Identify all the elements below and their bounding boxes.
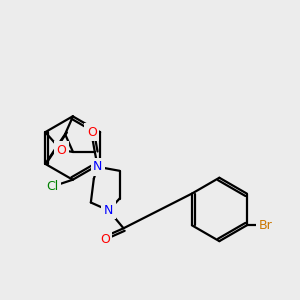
Text: O: O bbox=[87, 126, 97, 139]
Text: O: O bbox=[56, 143, 66, 157]
Text: N: N bbox=[104, 204, 113, 217]
Text: O: O bbox=[100, 233, 110, 246]
Text: Br: Br bbox=[259, 219, 272, 232]
Text: N: N bbox=[93, 160, 103, 173]
Text: Cl: Cl bbox=[46, 180, 58, 193]
